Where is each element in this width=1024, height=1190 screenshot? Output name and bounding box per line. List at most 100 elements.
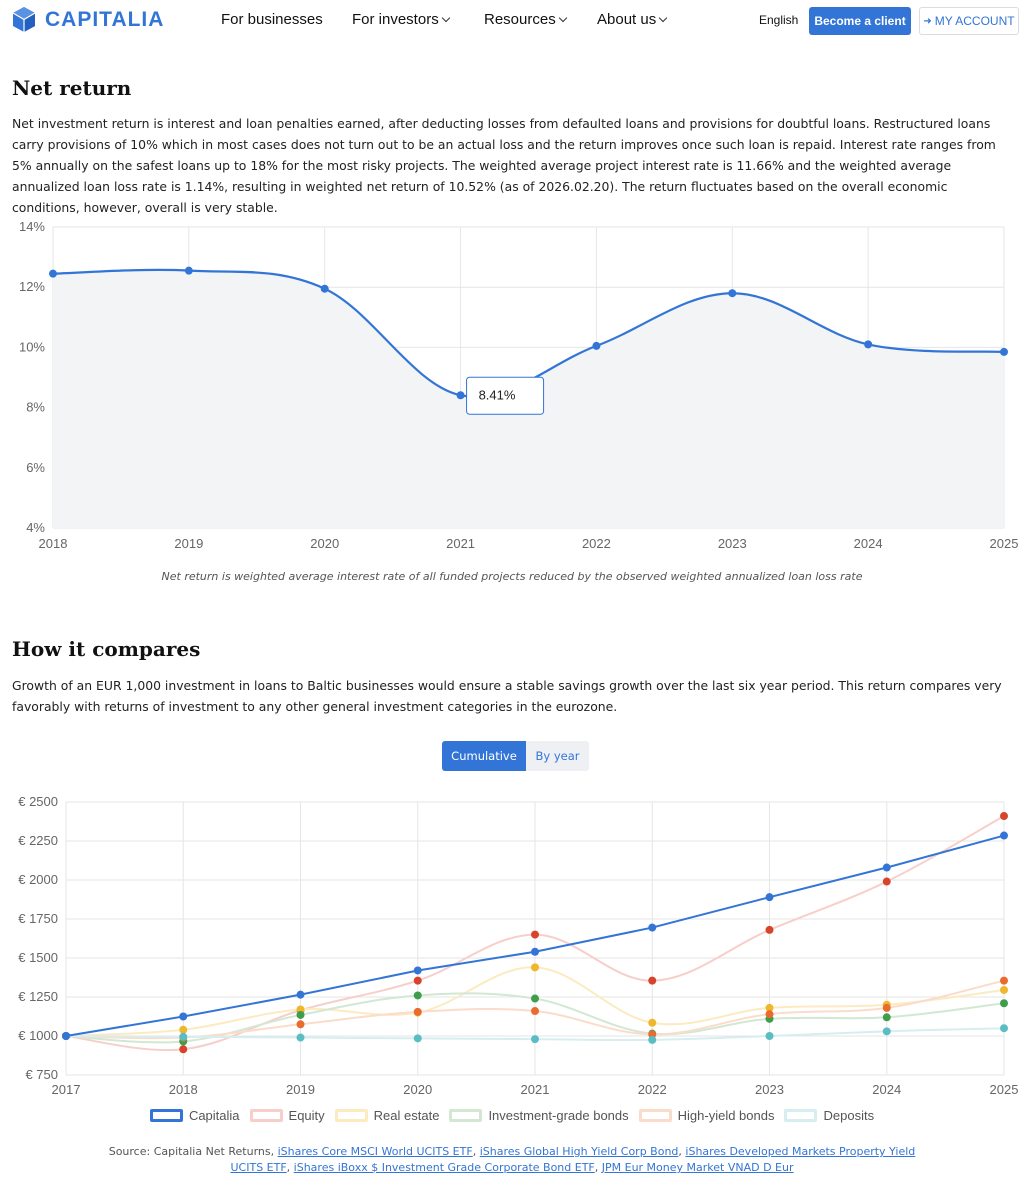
data-point-deposits: [296, 1033, 305, 1042]
data-point-high-yield-bonds: [296, 1020, 305, 1029]
y-tick-label: € 2000: [18, 872, 58, 887]
legend-label: High-yield bonds: [677, 1108, 775, 1123]
source-link[interactable]: iShares iBoxx $ Investment Grade Corpora…: [293, 1161, 595, 1174]
toggle-cumulative[interactable]: Cumulative: [442, 741, 526, 771]
nav-about-us[interactable]: About us: [597, 11, 668, 28]
x-tick-label: 2024: [854, 536, 883, 551]
nav-for-investors[interactable]: For investors: [352, 11, 450, 28]
data-point-capitalia: [413, 966, 422, 975]
source-link[interactable]: iShares Core MSCI World UCITS ETF: [277, 1145, 473, 1158]
legend-item[interactable]: Equity: [249, 1108, 325, 1123]
legend-label: Deposits: [823, 1108, 875, 1123]
data-point: [49, 269, 57, 278]
x-tick-label: 2019: [286, 1082, 315, 1097]
legend-swatch: [449, 1109, 483, 1122]
source-prefix: Source: Capitalia Net Returns,: [108, 1145, 278, 1158]
legend-swatch: [249, 1109, 283, 1122]
data-point: [184, 266, 193, 275]
data-point-deposits: [882, 1027, 891, 1036]
x-tick-label: 2017: [52, 1082, 81, 1097]
nav-resources[interactable]: Resources: [484, 11, 567, 28]
legend-swatch: [784, 1109, 818, 1122]
data-point-investment-grade-bonds: [296, 1010, 305, 1019]
legend-label: Investment-grade bonds: [488, 1108, 629, 1123]
my-account-button[interactable]: ➜ MY ACCOUNT: [919, 7, 1019, 35]
data-point-real-estate: [765, 1003, 774, 1012]
logo-hexagon-icon: [12, 7, 36, 32]
data-point-investment-grade-bonds: [1000, 999, 1008, 1008]
data-point-high-yield-bonds: [765, 1010, 774, 1019]
data-point-capitalia: [531, 947, 539, 956]
source-link[interactable]: JPM Eur Money Market VNAD D Eur: [601, 1161, 794, 1174]
data-point-capitalia: [296, 990, 305, 999]
x-tick-label: 2023: [755, 1082, 784, 1097]
become-client-button[interactable]: Become a client: [809, 7, 911, 35]
source-link[interactable]: iShares Developed Markets Property Yield…: [230, 1145, 916, 1174]
y-tick-label: € 1500: [18, 950, 58, 965]
y-tick-label: 6%: [26, 460, 45, 475]
y-tick-label: € 1000: [18, 1028, 58, 1043]
y-tick-label: 8%: [26, 400, 45, 415]
legend-item[interactable]: Capitalia: [149, 1108, 240, 1123]
y-tick-label: 14%: [19, 219, 45, 234]
y-tick-label: 12%: [19, 279, 45, 294]
nav-label: For investors: [352, 11, 439, 28]
tooltip-box: [466, 376, 545, 415]
data-point-capitalia: [648, 923, 657, 932]
chevron-down-icon: [558, 13, 567, 23]
data-point-equity: [648, 976, 657, 985]
chevron-down-icon: [658, 13, 668, 23]
compare-description: Growth of an EUR 1,000 investment in loa…: [12, 678, 1002, 714]
compare-chart: € 750 € 1000 € 1250 € 1500 € 1750 € 2000 € 225…: [0, 790, 1024, 1102]
data-point: [456, 391, 465, 400]
x-tick-label: 2024: [872, 1082, 901, 1097]
compare-chart-svg: € 750 € 1000 € 1250 € 1500 € 1750 € 2000 € 225…: [18, 794, 1018, 1097]
data-point-equity: [882, 877, 891, 886]
compare-legend: Capitalia Equity Real estate Investment-gra…: [0, 1108, 1024, 1123]
x-tick-label: 2020: [310, 536, 339, 551]
x-tick-label: 2019: [174, 536, 203, 551]
data-point: [320, 284, 329, 293]
data-point: [592, 341, 601, 350]
data-point-investment-grade-bonds: [413, 991, 422, 1000]
data-point-real-estate: [179, 1025, 188, 1034]
data-point: [728, 289, 737, 298]
tooltip-value: 8.41%: [479, 387, 516, 402]
legend-item[interactable]: Real estate: [334, 1108, 440, 1123]
site-header: CAPITALIA For businesses For investors R…: [0, 0, 1024, 40]
brand-logo[interactable]: CAPITALIA: [12, 6, 164, 33]
data-point-deposits: [179, 1032, 188, 1041]
net-return-chart: 4% 6% 8% 10% 12% 14% 2018 2019 2020 2021 2022 2023 2…: [0, 215, 1024, 555]
legend-label: Real estate: [373, 1108, 440, 1123]
y-tick-label: € 2250: [18, 833, 58, 848]
data-point-equity: [1000, 812, 1008, 821]
view-toggle: Cumulative By year: [442, 741, 589, 771]
my-account-label: MY ACCOUNT: [934, 14, 1015, 28]
y-tick-label: € 1250: [18, 989, 58, 1004]
x-tick-label: 2023: [718, 536, 747, 551]
x-tick-label: 2021: [521, 1082, 550, 1097]
legend-swatch: [149, 1109, 183, 1122]
legend-item[interactable]: Deposits: [784, 1108, 874, 1123]
data-point-equity: [765, 925, 774, 934]
x-tick-label: 2021: [446, 536, 475, 551]
data-point-capitalia: [1000, 831, 1008, 840]
data-point-deposits: [648, 1035, 657, 1044]
language-selector[interactable]: English: [759, 13, 799, 27]
net-return-description: Net investment return is interest and lo…: [12, 116, 996, 215]
y-tick-label: € 2500: [18, 794, 58, 809]
legend-item[interactable]: High-yield bonds: [638, 1108, 775, 1123]
x-tick-label: 2018: [39, 536, 68, 551]
nav-for-businesses[interactable]: For businesses: [221, 11, 323, 28]
nav-label: For businesses: [221, 11, 323, 28]
y-tick-label: 10%: [19, 339, 45, 354]
nav-label: Resources: [484, 11, 556, 28]
data-point: [864, 340, 873, 349]
source-link[interactable]: iShares Global High Yield Corp Bond: [479, 1145, 679, 1158]
legend-swatch: [638, 1109, 672, 1122]
toggle-by-year[interactable]: By year: [526, 741, 589, 771]
sign-in-icon: ➜: [923, 15, 932, 27]
legend-item[interactable]: Investment-grade bonds: [449, 1108, 629, 1123]
data-point-capitalia: [179, 1012, 188, 1021]
x-tick-label: 2022: [638, 1082, 667, 1097]
